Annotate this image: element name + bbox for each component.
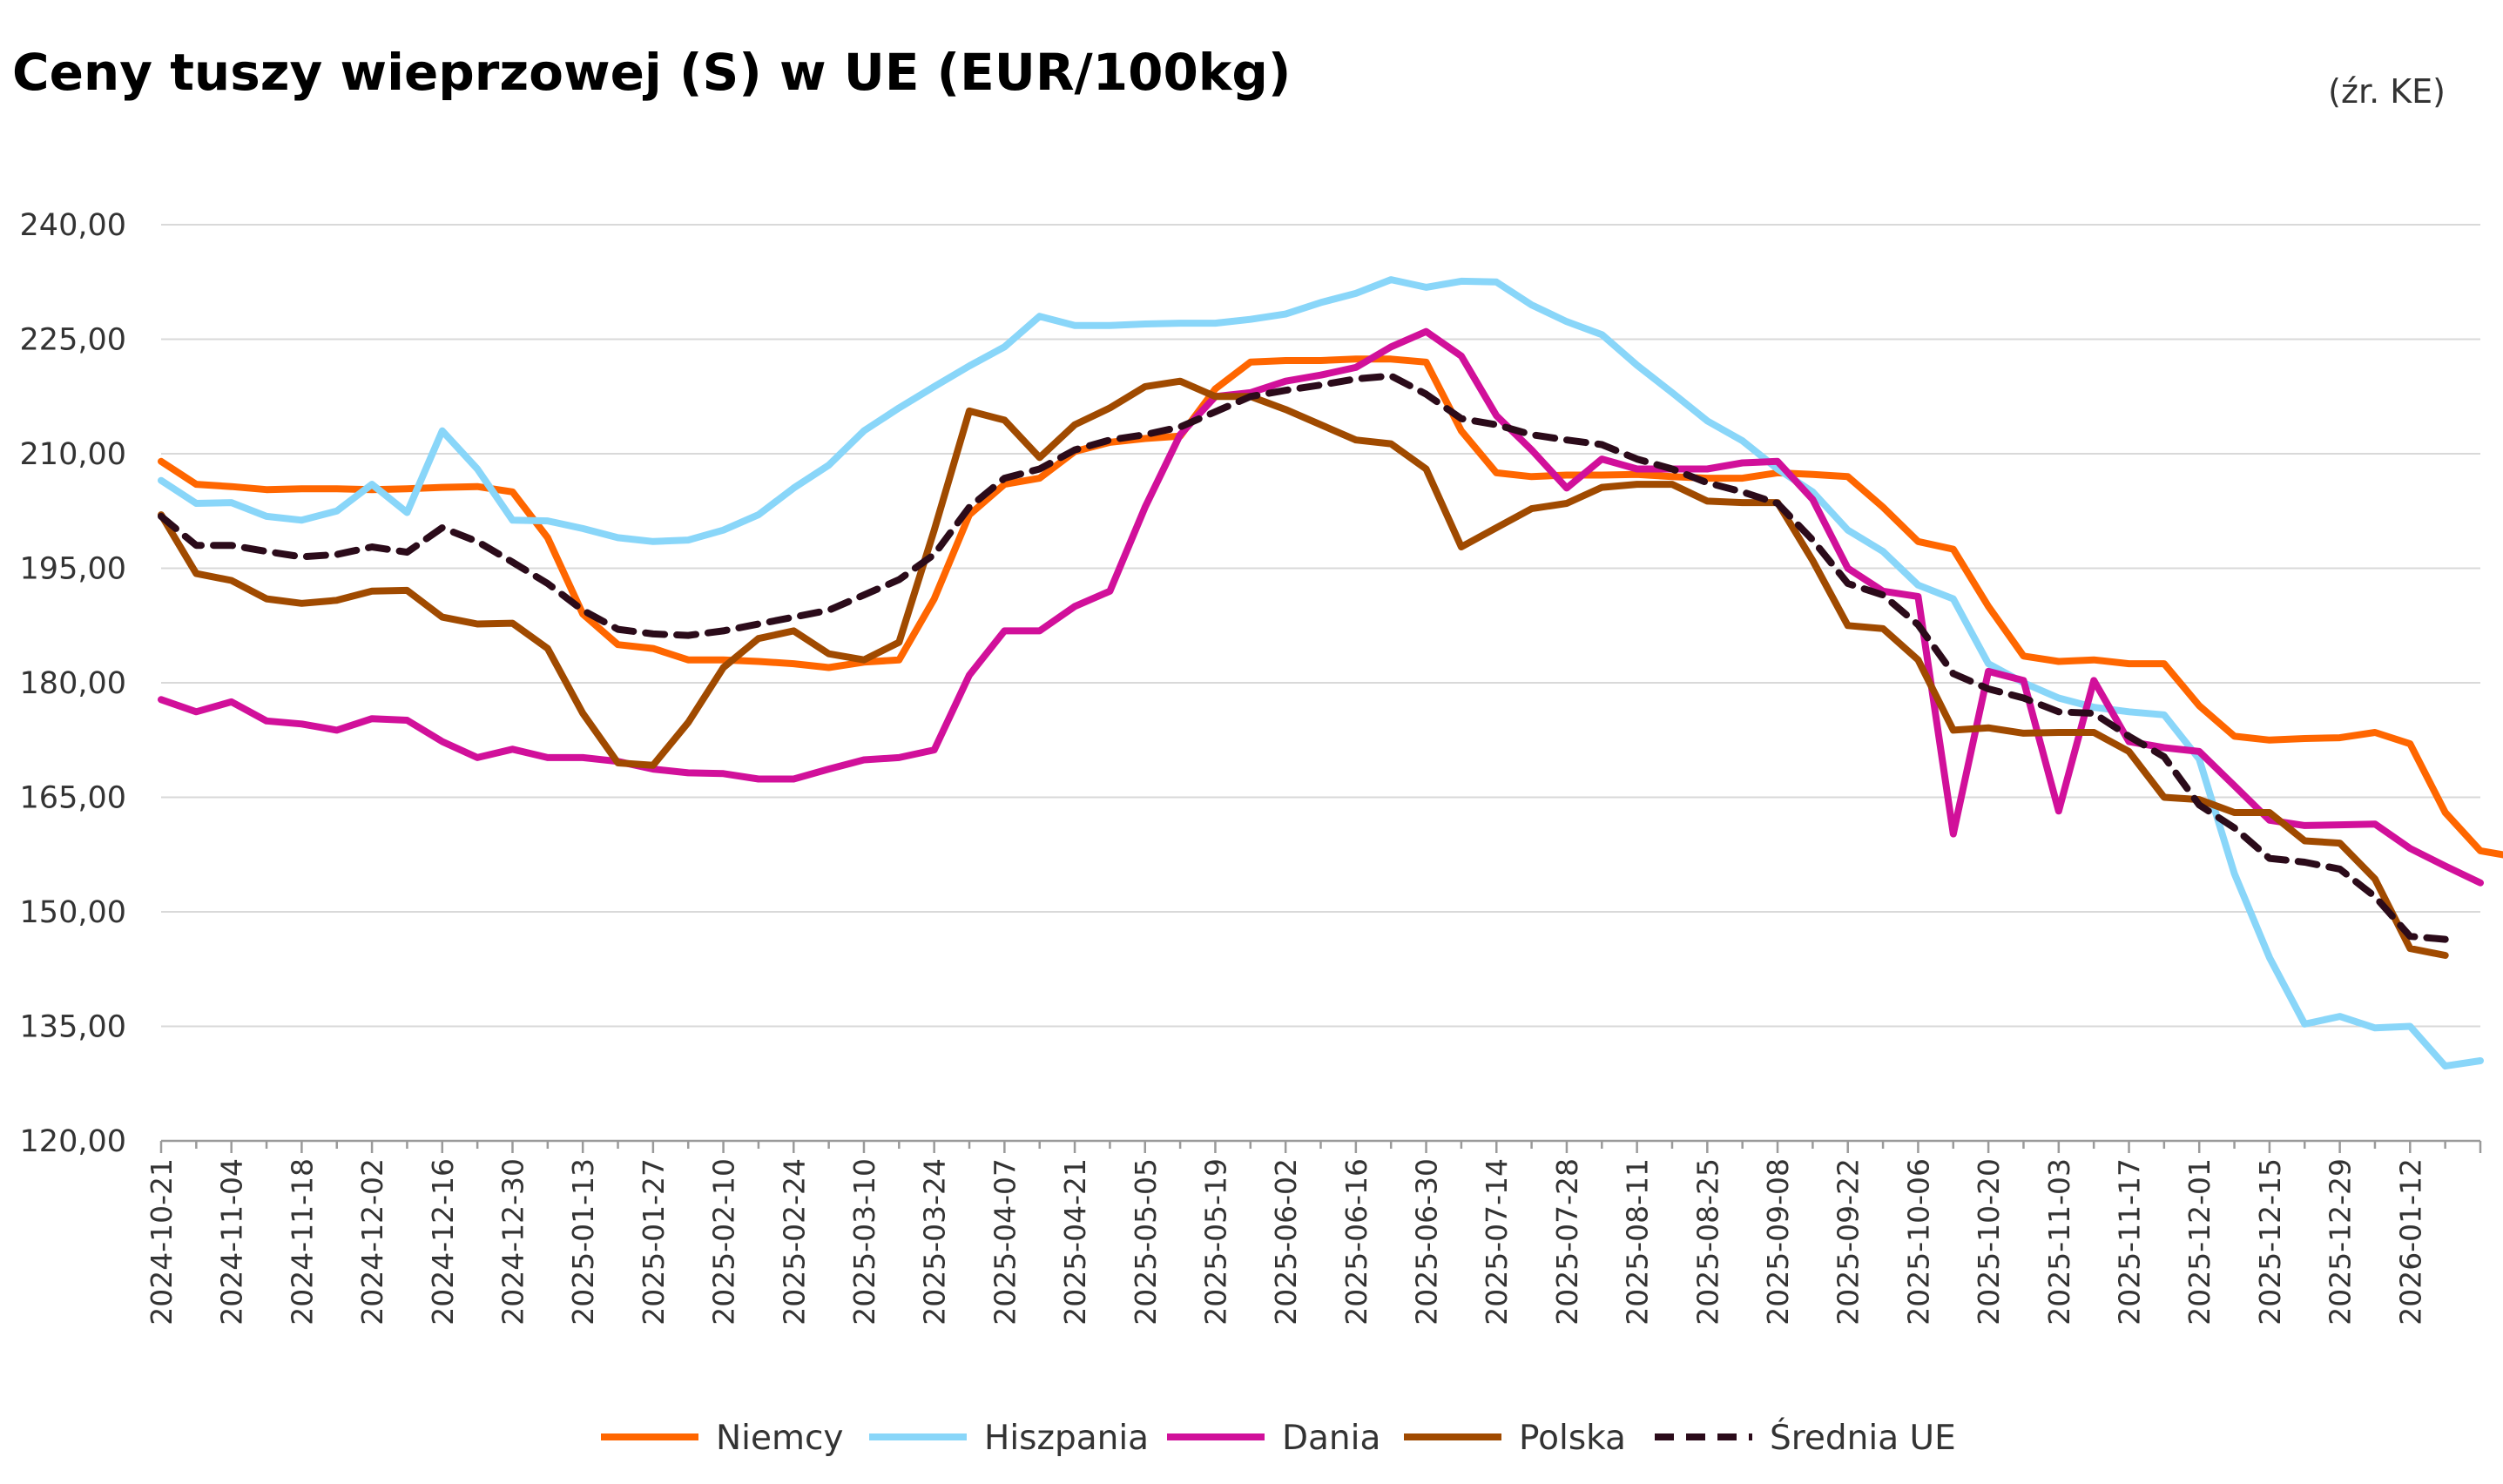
x-tick-label: 2025-03-24: [918, 1158, 952, 1325]
x-tick-label: 2024-10-21: [145, 1158, 179, 1325]
x-tick-label: 2025-12-15: [2253, 1158, 2287, 1325]
series-line-hiszpania: [158, 276, 2484, 1070]
x-tick-label: 2025-04-07: [988, 1158, 1022, 1325]
x-tick-label: 2025-08-25: [1690, 1158, 1724, 1325]
series-lines: [158, 276, 2503, 1070]
x-tick-label: 2024-12-02: [355, 1158, 389, 1325]
y-tick-label: 165,00: [20, 781, 126, 816]
x-tick-label: 2025-04-21: [1058, 1158, 1092, 1325]
legend-label: Dania: [1282, 1419, 1380, 1458]
x-tick-label: 2025-10-06: [1901, 1158, 1935, 1325]
y-tick-label: 180,00: [20, 666, 126, 701]
x-tick-label: 2026-01-12: [2393, 1158, 2427, 1325]
x-tick-label: 2025-07-14: [1480, 1158, 1514, 1325]
x-tick-label: 2024-11-18: [285, 1158, 319, 1325]
x-tick-label: 2025-09-08: [1761, 1158, 1795, 1325]
x-tick-label: 2025-06-30: [1410, 1158, 1444, 1325]
x-tick-label: 2025-08-11: [1621, 1158, 1655, 1325]
series-line--rednia-ue: [158, 372, 2449, 943]
x-tick-label: 2025-06-16: [1339, 1158, 1373, 1325]
x-tick-label: 2025-11-03: [2042, 1158, 2076, 1325]
chart-title: Ceny tuszy wieprzowej (S) w UE (EUR/100k…: [12, 43, 1291, 102]
x-tick-label: 2025-02-24: [777, 1158, 811, 1325]
chart-source: (źr. KE): [2328, 72, 2446, 111]
legend: Niemcy Hiszpania Dania Polska Średnia UE: [601, 1417, 1956, 1458]
y-tick-label: 135,00: [20, 1010, 126, 1045]
x-tick-label: 2024-12-30: [496, 1158, 530, 1325]
x-tick-label: 2025-12-29: [2324, 1158, 2358, 1325]
legend-label: Średnia UE: [1770, 1417, 1956, 1458]
y-tick-label: 240,00: [20, 208, 126, 243]
x-tick-label: 2025-06-02: [1269, 1158, 1303, 1325]
x-tick-label: 2025-05-05: [1129, 1158, 1163, 1325]
legend-label: Hiszpania: [984, 1419, 1149, 1458]
y-tick-label: 120,00: [20, 1124, 126, 1159]
x-tick-label: 2025-01-13: [566, 1158, 600, 1325]
x-tick-label: 2024-11-04: [215, 1158, 249, 1325]
y-axis-tick-labels: 120,00 135,00 150,00 165,00 180,00 195,00 210,…: [20, 208, 126, 1159]
y-tick-label: 195,00: [20, 552, 126, 587]
y-tick-label: 210,00: [20, 437, 126, 472]
x-tick-label: 2025-11-17: [2113, 1158, 2147, 1325]
legend-label: Niemcy: [716, 1419, 844, 1458]
x-axis-ticks: 2024-10-21 2024-11-04 2024-11-18 2024-12-02…: [145, 1141, 2482, 1325]
series-line-niemcy: [158, 355, 2503, 859]
grid-lines: [161, 224, 2480, 1028]
x-tick-label: 2025-07-28: [1550, 1158, 1584, 1325]
x-tick-label: 2024-12-16: [426, 1158, 460, 1325]
x-tick-label: 2025-10-20: [1972, 1158, 2006, 1325]
series-line-polska: [158, 377, 2449, 959]
x-tick-label: 2025-03-10: [847, 1158, 881, 1325]
x-tick-label: 2025-12-01: [2183, 1158, 2216, 1325]
x-tick-label: 2025-02-10: [707, 1158, 741, 1325]
legend-label: Polska: [1519, 1419, 1626, 1458]
y-tick-label: 225,00: [20, 323, 126, 358]
x-tick-label: 2025-05-19: [1198, 1158, 1232, 1325]
series-line-dania: [158, 327, 2484, 887]
y-tick-label: 150,00: [20, 895, 126, 930]
x-tick-label: 2025-09-22: [1832, 1158, 1865, 1325]
x-tick-label: 2025-01-27: [637, 1158, 671, 1325]
